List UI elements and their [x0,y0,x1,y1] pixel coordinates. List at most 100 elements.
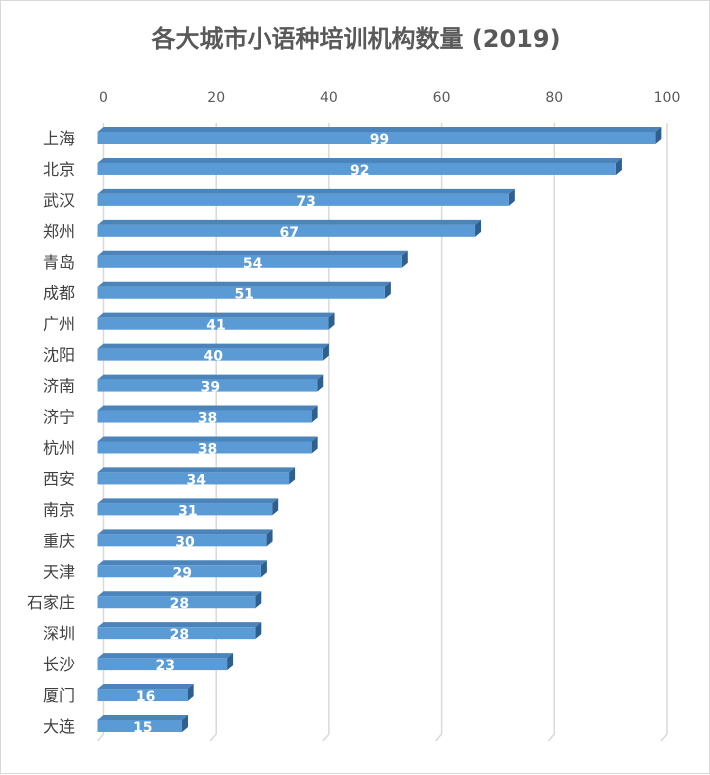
category-label: 广州 [43,315,75,334]
category-label: 武汉 [43,191,75,210]
data-label: 41 [206,318,225,334]
bar [97,534,267,547]
bar-side [255,591,262,609]
bar-side [655,127,662,144]
bar [97,255,402,268]
bar-top [97,436,318,442]
bar [97,720,183,732]
category-label: 深圳 [43,624,75,643]
bar-side [260,560,267,578]
data-label: 30 [175,534,195,550]
bar-side [311,405,318,423]
bar-top [97,498,279,504]
bar-side [266,529,273,547]
data-label: 54 [243,256,263,272]
x-tick-label: 60 [433,90,451,106]
bar-top [97,127,662,132]
bar-top [97,591,262,597]
gridline-floor [322,733,330,742]
data-label: 99 [370,132,389,148]
data-label: 73 [296,194,315,210]
bar-side [289,467,296,485]
data-label: 31 [178,503,197,519]
category-label: 上海 [43,129,75,148]
bar-top [97,529,273,535]
bar-side [328,312,335,330]
bar [97,193,509,206]
bar [97,224,476,237]
bar-side [227,653,234,671]
gridline-floor [547,733,555,742]
category-label: 西安 [43,469,75,488]
gridline-floor [660,733,668,742]
category-label: 大连 [43,717,75,736]
bar-top [97,622,262,628]
data-label: 39 [201,380,220,396]
bar [97,317,329,330]
bar-side [401,250,408,268]
gridline-floor [435,733,443,742]
x-tick-label: 0 [99,90,108,106]
bar [97,379,318,392]
bar-side [272,498,279,516]
category-label: 石家庄 [27,593,75,612]
category-label: 沈阳 [43,346,75,365]
bar-top [97,653,234,659]
data-label: 38 [198,441,217,457]
bar-side [384,281,391,299]
bar-side [187,684,194,702]
bar-top [97,281,391,287]
x-tick-label: 100 [654,90,681,106]
bar-side [475,219,482,237]
category-label: 青岛 [43,253,75,272]
bar-top [97,343,329,349]
bar-top [97,467,296,473]
bar-side [508,188,515,206]
bar [97,441,312,454]
category-label: 杭州 [43,438,75,457]
category-label: 郑州 [43,222,75,241]
category-label: 济宁 [43,408,75,427]
data-label: 67 [280,225,299,241]
bar-top [97,157,622,163]
category-label: 长沙 [43,655,75,674]
bar-top [97,560,267,566]
bar [97,565,261,578]
data-label: 92 [350,163,369,179]
data-label: 28 [170,627,189,643]
bar [97,348,323,361]
chart-title: 各大城市小语种培训机构数量 (2019) [151,25,561,53]
category-label: 天津 [43,562,75,581]
bar-side [615,157,622,175]
bar-top [97,715,189,720]
bar [97,132,656,144]
bar [97,689,188,702]
category-label: 成都 [43,284,75,303]
bar [97,503,273,516]
bar-top [97,405,318,411]
bar [97,286,385,299]
bar [97,162,616,175]
bar-side [255,622,262,640]
bar [97,596,256,609]
bar [97,627,256,640]
bar-top [97,250,408,256]
bar-top [97,684,194,690]
bar-side [322,343,329,361]
bar-top [97,374,324,380]
data-label: 40 [203,349,223,365]
gridline-floor [209,733,217,742]
x-tick-label: 20 [207,90,225,106]
bar-top [97,188,515,194]
data-label: 38 [198,411,217,427]
data-label: 16 [136,689,155,705]
data-label: 51 [234,287,253,303]
bar [97,658,228,671]
bar-top [97,312,335,318]
category-label: 重庆 [43,531,75,550]
bar [97,472,290,485]
data-label: 23 [156,658,175,674]
bar-side [317,374,324,392]
